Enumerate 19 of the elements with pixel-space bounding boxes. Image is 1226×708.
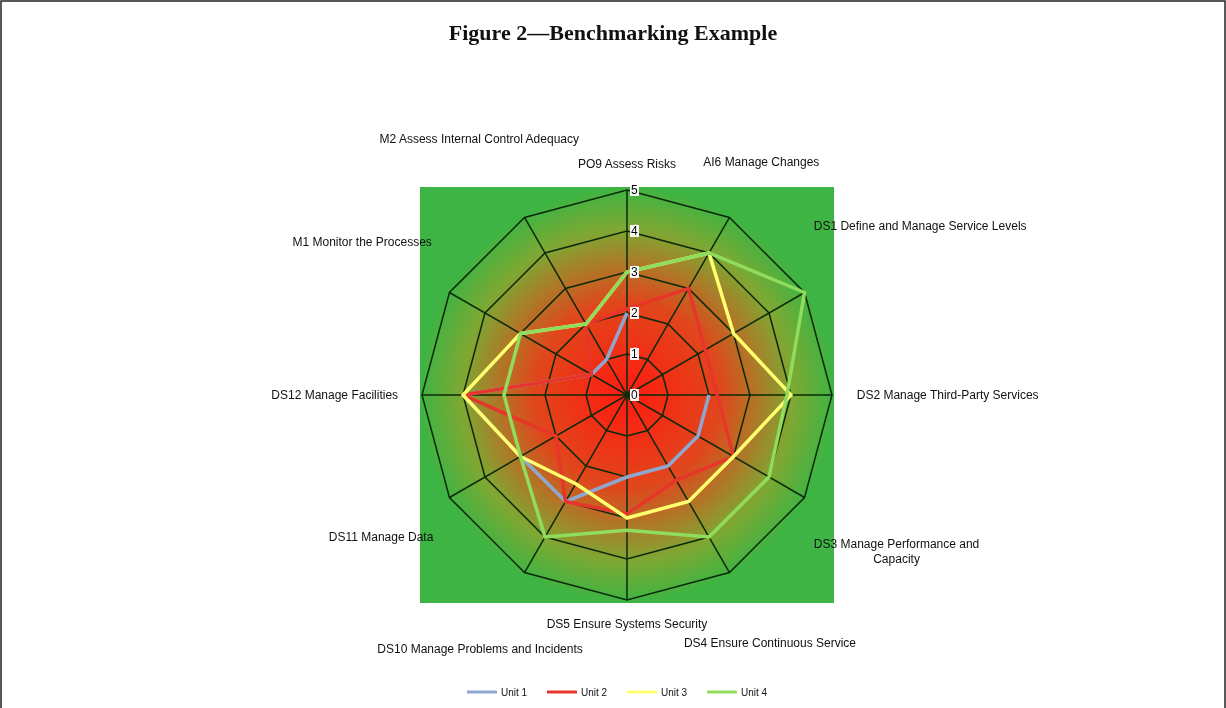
y-tick-label: 4: [631, 224, 638, 238]
y-tick-label: 5: [631, 183, 638, 197]
chart-title: Figure 2—Benchmarking Example: [448, 20, 778, 45]
spoke-label: DS4 Ensure Continuous Service: [683, 635, 857, 650]
spoke-label: DS2 Manage Third-Party Services: [856, 388, 1039, 402]
legend-label: Unit 3: [661, 687, 688, 698]
legend-label: Unit 4: [741, 687, 768, 698]
spoke-label: M2 Assess Internal Control Adequacy: [379, 132, 579, 147]
y-tick-label: 0: [631, 388, 638, 402]
legend-label: Unit 2: [581, 687, 608, 698]
y-tick-label: 2: [631, 306, 638, 320]
spoke-label: DS5 Ensure Systems Security: [546, 617, 708, 631]
y-tick-label: 1: [631, 347, 638, 361]
legend-label: Unit 1: [501, 687, 528, 698]
spoke-label: DS12 Manage Facilities: [271, 388, 399, 402]
spoke-label: AI6 Manage Changes: [703, 155, 820, 170]
y-tick-label: 3: [631, 265, 638, 279]
spoke-label: PO9 Assess Risks: [577, 157, 677, 171]
spoke-label: DS10 Manage Problems and Incidents: [377, 642, 583, 657]
